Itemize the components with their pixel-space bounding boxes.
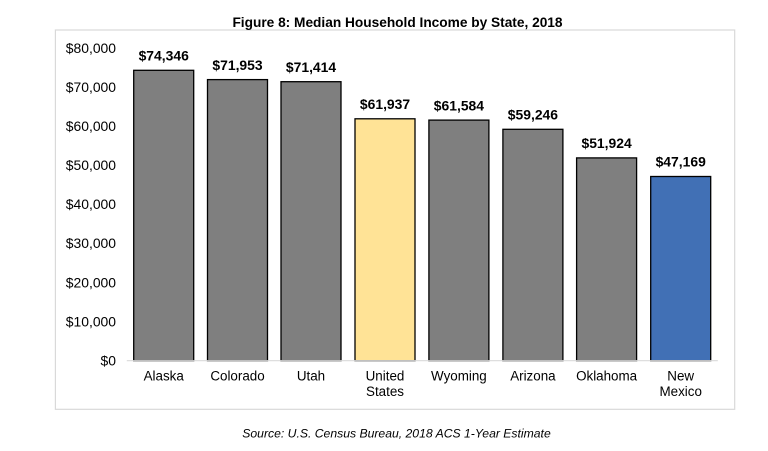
svg-text:$80,000: $80,000: [66, 40, 116, 56]
svg-text:$61,584: $61,584: [434, 97, 484, 113]
svg-text:$74,346: $74,346: [139, 48, 189, 64]
svg-text:United: United: [366, 368, 405, 383]
svg-text:$0: $0: [101, 352, 117, 368]
svg-text:$61,937: $61,937: [360, 96, 410, 112]
svg-text:$71,414: $71,414: [286, 59, 336, 75]
svg-text:Figure 8: Median Household Inc: Figure 8: Median Household Income by Sta…: [232, 15, 562, 30]
svg-text:New: New: [667, 368, 694, 383]
svg-text:Colorado: Colorado: [210, 368, 264, 383]
svg-text:$47,169: $47,169: [656, 154, 706, 170]
svg-text:$40,000: $40,000: [66, 196, 116, 212]
svg-text:Utah: Utah: [297, 368, 325, 383]
svg-text:$50,000: $50,000: [66, 157, 116, 173]
svg-text:Alaska: Alaska: [144, 368, 185, 383]
svg-text:$10,000: $10,000: [66, 313, 116, 329]
svg-text:$30,000: $30,000: [66, 235, 116, 251]
svg-text:$59,246: $59,246: [508, 107, 558, 123]
svg-text:Arizona: Arizona: [510, 368, 556, 383]
svg-text:Wyoming: Wyoming: [431, 368, 487, 383]
svg-text:Oklahoma: Oklahoma: [576, 368, 638, 383]
svg-text:$51,924: $51,924: [581, 135, 631, 151]
svg-text:$20,000: $20,000: [66, 274, 116, 290]
svg-text:States: States: [366, 384, 404, 399]
svg-text:Source: U.S. Census Bureau, 20: Source: U.S. Census Bureau, 2018 ACS 1-Y…: [242, 426, 551, 440]
svg-text:$70,000: $70,000: [66, 79, 116, 95]
svg-text:Mexico: Mexico: [659, 384, 701, 399]
svg-text:$60,000: $60,000: [66, 118, 116, 134]
svg-text:$71,953: $71,953: [212, 57, 262, 73]
